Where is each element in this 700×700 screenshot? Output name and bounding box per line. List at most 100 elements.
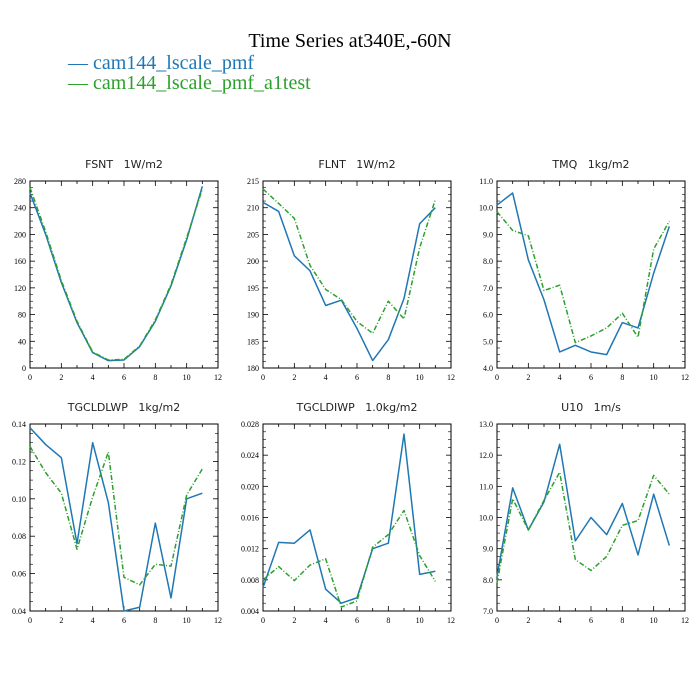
series-line-2 bbox=[262, 188, 437, 335]
chart-title: TGCLDIWP 1.0kg/m2 bbox=[295, 401, 417, 414]
x-tick-label: 12 bbox=[447, 616, 455, 625]
x-tick-label: 8 bbox=[386, 373, 390, 382]
chart-title: FLNT 1W/m2 bbox=[318, 158, 395, 171]
y-tick-label: 0.016 bbox=[241, 514, 259, 523]
y-tick-label: 185 bbox=[247, 337, 259, 346]
x-tick-label: 12 bbox=[681, 616, 689, 625]
x-tick-label: 2 bbox=[292, 373, 296, 382]
y-tick-label: 10.0 bbox=[479, 204, 493, 213]
series-line-1 bbox=[496, 443, 671, 577]
plot-frame bbox=[262, 423, 452, 612]
y-tick-label: 200 bbox=[14, 230, 26, 239]
y-tick-label: 200 bbox=[247, 257, 259, 266]
x-tick-label: 4 bbox=[324, 373, 328, 382]
x-tick-label: 12 bbox=[214, 616, 222, 625]
x-tick-label: 12 bbox=[214, 373, 222, 382]
y-tick-label: 0.04 bbox=[12, 607, 26, 616]
y-tick-label: 160 bbox=[14, 257, 26, 266]
y-tick-label: 5.0 bbox=[483, 337, 493, 346]
y-tick-label: 190 bbox=[247, 311, 259, 320]
x-tick-label: 0 bbox=[28, 373, 32, 382]
y-tick-label: 12.0 bbox=[479, 451, 493, 460]
x-tick-label: 6 bbox=[122, 616, 126, 625]
y-tick-label: 0.024 bbox=[241, 451, 259, 460]
y-tick-label: 9.0 bbox=[483, 230, 493, 239]
chart-title: TGCLDLWP 1kg/m2 bbox=[67, 401, 180, 414]
y-tick-label: 13.0 bbox=[479, 420, 493, 429]
x-tick-label: 4 bbox=[91, 373, 95, 382]
x-tick-label: 2 bbox=[292, 616, 296, 625]
y-tick-label: 210 bbox=[247, 204, 259, 213]
x-tick-label: 10 bbox=[416, 373, 424, 382]
series-line-2 bbox=[496, 211, 670, 344]
x-tick-label: 8 bbox=[620, 373, 624, 382]
chart-panel-6: U10 1m/s 0 2 4 6 8 10 12 7.0 8.0 9.0 10.0 11.0 12.0 13… bbox=[479, 401, 689, 625]
x-tick-label: 6 bbox=[122, 373, 126, 382]
x-tick-label: 2 bbox=[59, 616, 63, 625]
y-tick-label: 8.0 bbox=[483, 257, 493, 266]
chart-title: U10 1m/s bbox=[561, 401, 621, 414]
x-tick-label: 4 bbox=[558, 616, 562, 625]
y-tick-label: 280 bbox=[14, 177, 26, 186]
series-line-2 bbox=[496, 471, 670, 584]
page-title: Time Series at340E,-60N bbox=[248, 30, 452, 52]
series-line-1 bbox=[496, 192, 671, 356]
y-tick-label: 11.0 bbox=[479, 482, 493, 491]
x-tick-label: 10 bbox=[650, 373, 658, 382]
x-tick-label: 10 bbox=[183, 616, 191, 625]
y-tick-label: 0.028 bbox=[241, 420, 259, 429]
x-tick-label: 8 bbox=[386, 616, 390, 625]
y-tick-label: 120 bbox=[14, 284, 26, 293]
plot-frame bbox=[262, 180, 452, 369]
y-tick-label: 240 bbox=[14, 204, 26, 213]
y-tick-label: 4.0 bbox=[483, 364, 493, 373]
chart-title: TMQ 1kg/m2 bbox=[551, 158, 629, 171]
x-tick-label: 10 bbox=[650, 616, 658, 625]
y-tick-label: 0.008 bbox=[241, 576, 259, 585]
chart-title: FSNT 1W/m2 bbox=[85, 158, 163, 171]
x-tick-label: 10 bbox=[416, 616, 424, 625]
legend-label: — cam144_lscale_pmf bbox=[68, 52, 255, 74]
chart-panel-4: TGCLDLWP 1kg/m2 0 2 4 6 8 10 12 0.04 0.06 0.08 0.10… bbox=[12, 401, 222, 625]
y-tick-label: 6.0 bbox=[483, 311, 493, 320]
chart-panel-5: TGCLDIWP 1.0kg/m2 0 2 4 6 8 10 12 0.004 0.008 0.01… bbox=[241, 401, 455, 625]
x-tick-label: 8 bbox=[153, 616, 157, 625]
y-tick-label: 215 bbox=[247, 177, 259, 186]
series-line-1 bbox=[29, 427, 203, 612]
x-tick-label: 0 bbox=[261, 616, 265, 625]
x-tick-label: 2 bbox=[59, 373, 63, 382]
y-tick-label: 0 bbox=[22, 364, 26, 373]
series-line-1 bbox=[262, 433, 436, 604]
series-line-2 bbox=[262, 509, 436, 608]
x-tick-label: 6 bbox=[355, 616, 359, 625]
series-line-1 bbox=[262, 201, 436, 362]
y-tick-label: 40 bbox=[18, 337, 26, 346]
y-tick-label: 10.0 bbox=[479, 514, 493, 523]
x-tick-label: 12 bbox=[447, 373, 455, 382]
x-tick-label: 6 bbox=[589, 616, 593, 625]
y-tick-label: 80 bbox=[18, 311, 26, 320]
x-tick-label: 0 bbox=[28, 616, 32, 625]
series-line-1 bbox=[29, 186, 204, 362]
x-tick-label: 6 bbox=[355, 373, 359, 382]
legend-item-series-1: — cam144_lscale_pmf bbox=[68, 52, 254, 75]
legend-item-series-2: — cam144_lscale_pmf_a1test bbox=[68, 72, 311, 95]
x-tick-label: 8 bbox=[620, 616, 624, 625]
x-tick-label: 10 bbox=[183, 373, 191, 382]
x-tick-label: 4 bbox=[91, 616, 95, 625]
x-tick-label: 0 bbox=[261, 373, 265, 382]
plot-frame bbox=[29, 423, 219, 612]
series-line-2 bbox=[29, 187, 204, 361]
x-tick-label: 6 bbox=[589, 373, 593, 382]
y-tick-label: 8.0 bbox=[483, 576, 493, 585]
y-tick-label: 9.0 bbox=[483, 545, 493, 554]
x-tick-label: 4 bbox=[558, 373, 562, 382]
chart-panel-3: TMQ 1kg/m2 0 2 4 6 8 10 12 4.0 5.0 6.0 7.0 8.0 9.0 10.… bbox=[479, 158, 689, 382]
x-tick-label: 0 bbox=[495, 373, 499, 382]
x-tick-label: 0 bbox=[495, 616, 499, 625]
x-tick-label: 4 bbox=[324, 616, 328, 625]
chart-panel-2: FLNT 1W/m2 0 2 4 6 8 10 12 180 185 190 195 200 205 210… bbox=[247, 158, 455, 382]
x-tick-label: 8 bbox=[153, 373, 157, 382]
legend-label: — cam144_lscale_pmf_a1test bbox=[68, 72, 311, 94]
